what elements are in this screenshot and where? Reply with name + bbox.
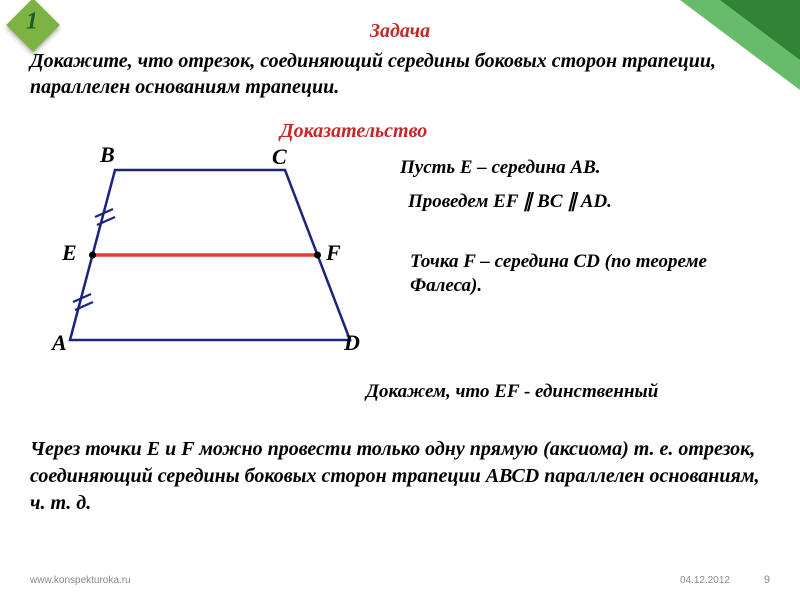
proof-step-4: Докажем, что EF - единственный — [366, 380, 780, 404]
conclusion-text: Через точки Е и F можно провести только … — [30, 436, 770, 517]
problem-statement: Докажите, что отрезок, соединяющий серед… — [30, 48, 770, 100]
label-F: F — [326, 240, 341, 266]
title: Задача — [0, 20, 800, 43]
footer-page: 9 — [764, 574, 770, 586]
label-C: C — [272, 144, 287, 170]
label-D: D — [344, 330, 360, 356]
proof-step-3: Точка F – середина CD (по теореме Фалеса… — [410, 250, 780, 298]
proof-step-2: Проведем EF ∥ BC ∥ AD. — [408, 190, 780, 214]
label-A: A — [52, 330, 67, 356]
footer-date: 04.12.2012 — [680, 575, 730, 586]
label-B: B — [100, 142, 115, 168]
label-E: E — [62, 240, 77, 266]
proof-step-1: Пусть Е – середина АВ. — [400, 156, 780, 180]
footer-url: www.konspekturoka.ru — [30, 575, 131, 586]
trapezoid-figure: A B C D E F — [40, 140, 380, 370]
